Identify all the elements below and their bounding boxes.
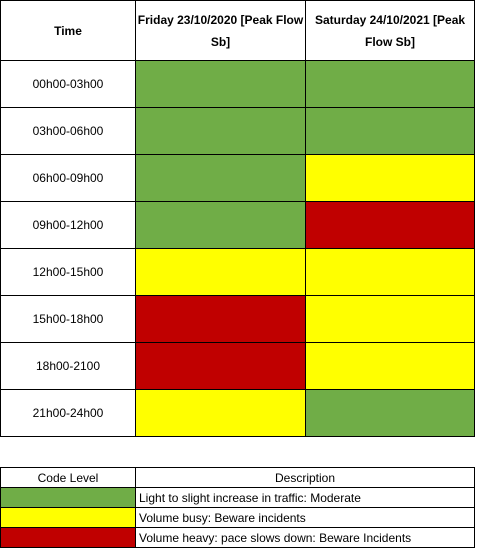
legend-header-row: Code Level Description <box>0 467 475 488</box>
table-row: 03h00-06h00 <box>0 107 475 155</box>
legend-description: Volume busy: Beware incidents <box>135 507 475 528</box>
table-row: 09h00-12h00 <box>0 201 475 249</box>
time-slot: 00h00-03h00 <box>0 60 136 108</box>
table-row: 00h00-03h00 <box>0 60 475 108</box>
schedule-header-row: Time Friday 23/10/2020 [Peak Flow Sb] Sa… <box>0 0 475 61</box>
schedule-table: Time Friday 23/10/2020 [Peak Flow Sb] Sa… <box>0 0 475 437</box>
day1-level-cell <box>135 248 306 296</box>
code-level-header: Code Level <box>0 467 136 488</box>
day2-level-cell <box>305 248 475 296</box>
day2-level-cell <box>305 295 475 343</box>
day1-level-cell <box>135 107 306 155</box>
legend-description: Volume heavy: pace slows down: Beware In… <box>135 527 475 548</box>
time-header: Time <box>0 0 136 61</box>
legend-swatch <box>0 507 136 528</box>
day2-level-cell <box>305 342 475 390</box>
day2-level-cell <box>305 154 475 202</box>
time-slot: 21h00-24h00 <box>0 389 136 437</box>
day1-level-cell <box>135 154 306 202</box>
day2-level-cell <box>305 389 475 437</box>
day1-level-cell <box>135 201 306 249</box>
time-slot: 12h00-15h00 <box>0 248 136 296</box>
day2-level-cell <box>305 107 475 155</box>
day2-header: Saturday 24/10/2021 [Peak Flow Sb] <box>305 0 475 61</box>
day1-level-cell <box>135 342 306 390</box>
day1-level-cell <box>135 389 306 437</box>
table-row: 06h00-09h00 <box>0 154 475 202</box>
legend-description: Light to slight increase in traffic: Mod… <box>135 487 475 508</box>
table-row: 12h00-15h00 <box>0 248 475 296</box>
day2-level-cell <box>305 201 475 249</box>
time-slot: 09h00-12h00 <box>0 201 136 249</box>
legend-swatch <box>0 527 136 548</box>
day1-level-cell <box>135 295 306 343</box>
table-row: 18h00-2100 <box>0 342 475 390</box>
day2-level-cell <box>305 60 475 108</box>
legend-row: Volume heavy: pace slows down: Beware In… <box>0 527 475 548</box>
table-row: 21h00-24h00 <box>0 389 475 437</box>
time-slot: 03h00-06h00 <box>0 107 136 155</box>
description-header: Description <box>135 467 475 488</box>
legend-row: Light to slight increase in traffic: Mod… <box>0 487 475 508</box>
legend-table: Code Level Description Light to slight i… <box>0 467 475 548</box>
legend-swatch <box>0 487 136 508</box>
table-row: 15h00-18h00 <box>0 295 475 343</box>
day1-header: Friday 23/10/2020 [Peak Flow Sb] <box>135 0 306 61</box>
legend-row: Volume busy: Beware incidents <box>0 507 475 528</box>
time-slot: 06h00-09h00 <box>0 154 136 202</box>
time-slot: 15h00-18h00 <box>0 295 136 343</box>
time-slot: 18h00-2100 <box>0 342 136 390</box>
day1-level-cell <box>135 60 306 108</box>
